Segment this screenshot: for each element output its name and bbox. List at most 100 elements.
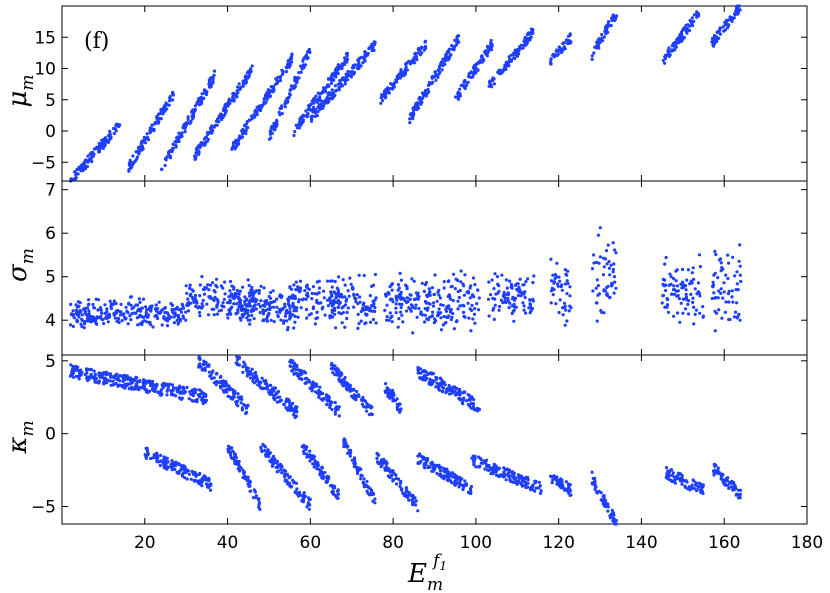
data-point <box>333 279 337 284</box>
data-point <box>293 415 297 420</box>
data-point <box>78 374 82 378</box>
data-point <box>307 507 311 511</box>
data-point <box>723 310 728 314</box>
data-point <box>453 389 457 393</box>
data-point <box>362 273 366 278</box>
data-point <box>86 376 90 380</box>
data-point <box>419 102 423 106</box>
data-point <box>311 305 316 309</box>
data-point <box>568 304 572 308</box>
data-point <box>683 307 688 311</box>
data-point <box>731 255 735 259</box>
data-point <box>451 298 455 303</box>
data-point <box>397 295 401 299</box>
data-point <box>157 116 161 121</box>
data-point <box>179 307 183 311</box>
data-point <box>366 305 370 309</box>
data-point <box>531 281 535 285</box>
data-point <box>231 92 235 96</box>
data-point <box>134 384 139 388</box>
data-point <box>592 253 596 257</box>
data-point <box>601 494 605 498</box>
data-point <box>432 301 436 305</box>
data-point <box>590 470 594 474</box>
data-point <box>244 74 248 78</box>
data-point <box>78 371 82 375</box>
data-point <box>735 282 739 286</box>
data-point <box>463 80 467 84</box>
data-point <box>669 478 673 482</box>
data-point <box>422 289 426 293</box>
data-point <box>265 385 269 390</box>
data-point <box>509 282 513 286</box>
data-point <box>313 96 317 100</box>
data-point <box>248 118 252 122</box>
data-point <box>604 31 608 36</box>
data-point <box>284 469 288 473</box>
data-point <box>688 24 692 28</box>
data-point <box>713 296 717 300</box>
data-point <box>410 498 414 502</box>
data-point <box>293 130 297 134</box>
data-point <box>602 288 606 292</box>
data-point <box>280 111 284 116</box>
data-point <box>419 97 423 102</box>
data-point <box>613 280 617 284</box>
data-point <box>174 140 178 144</box>
data-point <box>219 284 223 288</box>
data-point <box>381 98 385 103</box>
data-point <box>292 480 296 484</box>
x-tick-label: 180 <box>791 533 823 553</box>
data-point <box>291 408 295 412</box>
data-point <box>447 279 451 283</box>
data-point <box>208 482 212 486</box>
data-point <box>95 380 99 384</box>
data-point <box>276 391 280 395</box>
data-point <box>333 364 337 368</box>
data-point <box>673 288 677 292</box>
data-point <box>186 297 190 301</box>
data-point <box>293 295 297 299</box>
data-point <box>521 301 525 305</box>
data-point <box>194 474 198 478</box>
data-point <box>299 306 303 310</box>
data-point <box>289 484 294 488</box>
data-point <box>465 83 469 87</box>
data-point <box>246 475 250 479</box>
data-point <box>250 308 254 312</box>
data-point <box>153 314 157 318</box>
data-point <box>193 478 197 482</box>
data-point <box>160 323 164 327</box>
data-point <box>99 306 103 310</box>
data-point <box>285 397 289 401</box>
data-point <box>472 72 476 76</box>
data-point <box>181 306 186 310</box>
data-point <box>553 53 557 57</box>
data-point <box>515 287 519 292</box>
data-point <box>327 397 331 401</box>
data-point <box>427 287 431 291</box>
data-point <box>447 47 451 51</box>
data-point <box>268 94 273 98</box>
data-point <box>721 25 725 29</box>
data-point <box>318 472 322 476</box>
data-point <box>137 315 141 319</box>
data-point <box>98 375 102 379</box>
data-point <box>147 307 151 311</box>
data-point <box>330 285 334 289</box>
data-point <box>516 473 521 477</box>
data-point <box>557 45 561 49</box>
data-point <box>453 44 457 49</box>
data-point <box>116 384 120 388</box>
data-point <box>405 309 409 313</box>
data-point <box>692 486 696 491</box>
data-point <box>412 495 416 499</box>
data-point <box>487 468 491 472</box>
data-point <box>458 480 462 484</box>
data-point <box>684 284 688 288</box>
data-point <box>174 463 178 468</box>
data-point <box>396 325 400 329</box>
data-point <box>206 313 211 317</box>
data-point <box>692 322 696 326</box>
data-point <box>165 316 169 320</box>
